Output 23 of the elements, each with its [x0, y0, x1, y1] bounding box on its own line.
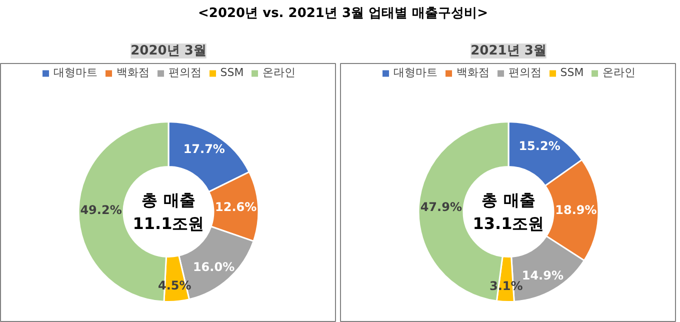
text: <2020년 vs. 2021년 3월 업태별 매출구성비> — [198, 5, 488, 23]
text: 총 매출 11.1조원 — [132, 190, 204, 234]
data-label: 12.6% — [215, 200, 257, 214]
legend-label: 온라인 — [602, 65, 636, 80]
data-label: 14.9% — [522, 268, 564, 283]
legend-label: SSM — [560, 66, 584, 79]
data-label: 49.2% — [80, 202, 122, 217]
chart-subtitle: 2020년 3월 — [130, 44, 206, 58]
data-label: 17.7% — [183, 142, 225, 156]
legend-label: 온라인 — [262, 65, 296, 80]
legend-label: 편의점 — [508, 65, 542, 80]
legend-label: 백화점 — [456, 65, 490, 80]
data-label: 18.9% — [555, 203, 597, 218]
legend-label: 편의점 — [168, 65, 202, 80]
legend-label: 백화점 — [116, 65, 150, 80]
chart-subtitle: 2021년 3월 — [470, 44, 546, 58]
legend-label: 대형마트 — [393, 65, 438, 80]
data-label: 15.2% — [518, 138, 560, 153]
legend-label: SSM — [220, 66, 244, 79]
legend-label: 대형마트 — [53, 65, 98, 80]
data-label: 16.0% — [192, 260, 235, 274]
text: 총 매출 13.1조원 — [472, 190, 544, 234]
data-label: 47.9% — [420, 200, 462, 214]
